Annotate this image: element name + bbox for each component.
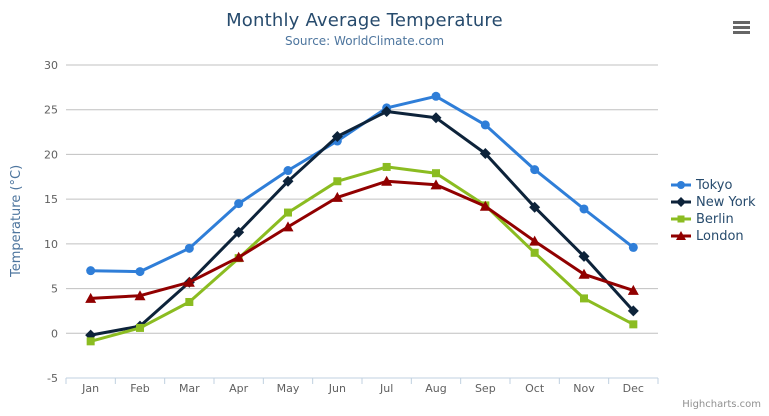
series-new-york[interactable] (85, 106, 639, 341)
data-point-berlin-may (284, 208, 292, 217)
data-point-london-oct (529, 235, 541, 246)
chart-legend: Tokyo New York Berlin London (671, 177, 756, 245)
data-point-london-nov (578, 268, 590, 279)
y-tick-label: 5 (51, 283, 58, 296)
x-tick-label: Oct (525, 382, 545, 395)
data-point-london-jul (381, 175, 393, 186)
data-point-london-sep (479, 200, 491, 211)
data-point-new-york-aug (430, 112, 442, 124)
data-point-london-may (282, 221, 294, 232)
y-tick-label: 20 (44, 148, 58, 161)
data-point-london-dec (627, 284, 639, 295)
legend-label: Berlin (696, 211, 734, 227)
x-tick-label: Jun (328, 382, 346, 395)
data-point-new-york-dec (627, 305, 639, 317)
data-point-tokyo-apr (234, 199, 244, 209)
chart-title: Monthly Average Temperature (226, 10, 503, 31)
hamburger-bar (733, 21, 750, 24)
data-point-new-york-jun (331, 131, 343, 143)
data-point-new-york-oct (529, 201, 541, 213)
x-tick-label: Jul (379, 382, 393, 395)
legend-item-tokyo[interactable]: Tokyo (671, 177, 756, 193)
x-tick-label: Aug (425, 382, 446, 395)
data-point-london-apr (233, 251, 245, 262)
y-tick-label: 25 (44, 104, 58, 117)
data-point-tokyo-sep (480, 120, 490, 130)
hamburger-bar (733, 31, 750, 34)
data-point-new-york-apr (233, 226, 245, 238)
x-axis (65, 377, 659, 384)
data-point-new-york-nov (578, 250, 590, 262)
data-point-tokyo-oct (530, 165, 540, 175)
y-tick-label: 15 (44, 193, 58, 206)
y-tick-label: 10 (44, 238, 58, 251)
data-point-new-york-jul (381, 106, 393, 118)
data-point-london-jan (85, 292, 97, 303)
credits-link[interactable]: Highcharts.com (682, 399, 761, 410)
legend-item-new-york[interactable]: New York (671, 194, 756, 210)
data-point-berlin-aug (432, 169, 440, 178)
data-point-tokyo-may (283, 166, 293, 176)
legend-symbol-diamond-icon (671, 197, 691, 207)
data-point-berlin-feb (136, 323, 144, 332)
x-tick-label: Sep (475, 382, 496, 395)
data-point-new-york-may (282, 175, 294, 187)
y-tick-label: 30 (44, 59, 58, 72)
legend-symbol-circle-icon (671, 181, 691, 189)
data-point-london-feb (134, 290, 146, 301)
x-tick-label: Mar (179, 382, 200, 395)
y-tick-label: 0 (51, 327, 58, 340)
x-tick-label: Jan (81, 382, 99, 395)
data-point-berlin-jul (382, 162, 391, 171)
y-tick-label: -5 (47, 372, 58, 385)
y-axis-labels: -5 0 5 10 15 20 25 30 (44, 59, 58, 385)
chart-subtitle: Source: WorldClimate.com (284, 34, 445, 48)
x-tick-label: Apr (229, 382, 249, 395)
legend-item-berlin[interactable]: Berlin (671, 211, 756, 227)
data-point-berlin-jun (333, 177, 342, 186)
series-tokyo[interactable] (86, 91, 638, 277)
legend-label: London (696, 228, 744, 244)
legend-item-london[interactable]: London (671, 228, 756, 244)
series-line-new-york (90, 110, 635, 337)
x-tick-label: Nov (573, 382, 595, 395)
series-berlin[interactable] (86, 162, 638, 346)
y-axis-title: Temperature (°C) (9, 164, 24, 277)
data-point-london-jun (331, 191, 343, 202)
series-line-london (90, 179, 634, 300)
data-point-tokyo-dec (628, 242, 638, 252)
x-tick-label: May (277, 382, 300, 395)
data-point-berlin-mar (185, 297, 194, 306)
data-point-berlin-jan (86, 337, 95, 346)
data-point-tokyo-nov (579, 204, 589, 214)
data-point-tokyo-aug (431, 91, 441, 101)
hamburger-bar (733, 26, 750, 29)
data-point-london-aug (430, 179, 442, 190)
data-point-berlin-dec (629, 320, 638, 329)
data-point-new-york-sep (479, 148, 491, 160)
y-gridlines (66, 64, 658, 379)
hamburger-icon[interactable] (733, 21, 750, 36)
data-point-london-mar (183, 276, 195, 287)
x-axis-labels: Jan Feb Mar Apr May Jun Jul Aug Sep Oct Nov Dec (81, 382, 644, 395)
legend-symbol-triangle-icon (671, 231, 691, 240)
data-point-tokyo-jan (86, 266, 96, 276)
legend-symbol-square-icon (671, 215, 691, 223)
x-tick-label: Dec (623, 382, 644, 395)
data-point-berlin-nov (580, 294, 588, 303)
legend-label: Tokyo (696, 177, 733, 193)
x-tick-label: Feb (130, 382, 149, 395)
legend-label: New York (696, 194, 756, 210)
series-line-berlin (90, 165, 634, 343)
data-point-berlin-oct (530, 248, 539, 257)
data-point-tokyo-feb (135, 267, 145, 277)
data-point-tokyo-mar (184, 243, 194, 253)
series-london[interactable] (85, 175, 639, 303)
